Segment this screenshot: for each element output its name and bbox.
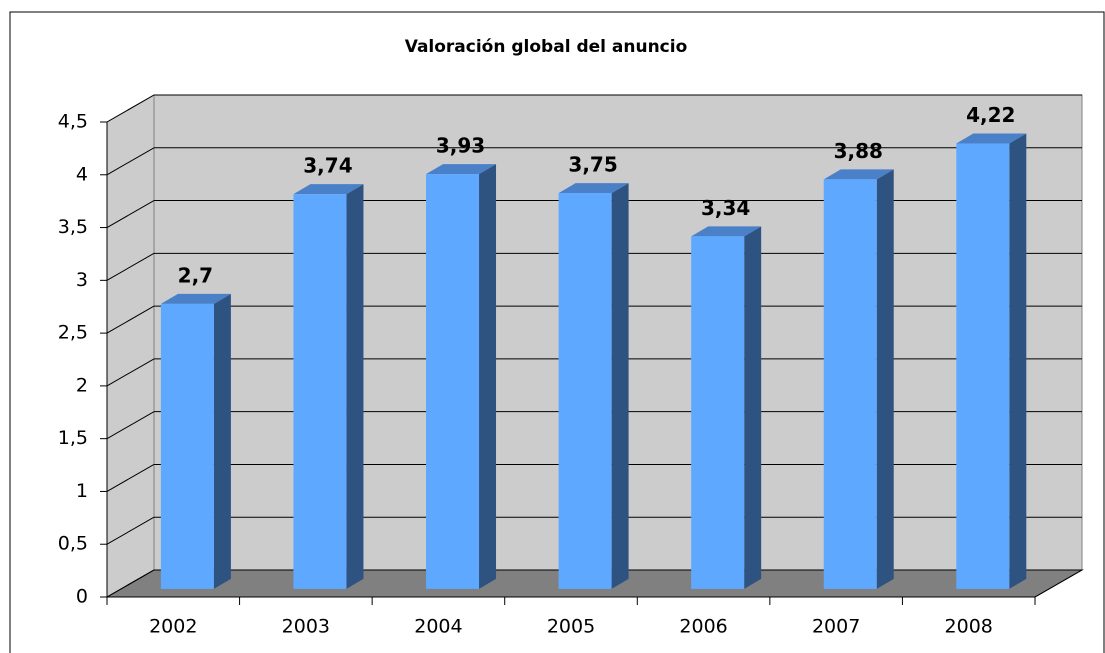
bar xyxy=(426,174,480,589)
bar-side xyxy=(346,184,364,589)
bar-side xyxy=(744,226,762,589)
value-label: 4,22 xyxy=(966,103,1015,127)
grid-line xyxy=(106,358,155,387)
y-tick-label: 0 xyxy=(76,586,88,608)
bar-side xyxy=(876,169,894,589)
bar-side xyxy=(479,164,497,589)
value-label: 3,74 xyxy=(303,154,352,178)
grid-line xyxy=(106,569,155,598)
bar-side xyxy=(1009,133,1027,589)
grid-line xyxy=(106,516,155,545)
grid-line xyxy=(106,252,155,281)
bar xyxy=(160,303,214,589)
bar-top xyxy=(558,183,629,194)
y-tick-label: 3 xyxy=(76,269,88,291)
chart-border xyxy=(9,11,1105,653)
chart-title: Valoración global del anuncio xyxy=(405,37,688,57)
grid-line xyxy=(106,147,155,176)
bar-top xyxy=(691,226,762,237)
y-tick-label: 0,5 xyxy=(58,533,88,555)
y-tick-label: 3,5 xyxy=(58,216,88,238)
value-label: 2,7 xyxy=(178,263,213,287)
grid-line xyxy=(106,200,155,228)
value-label: 3,34 xyxy=(701,196,750,220)
bar-top xyxy=(956,133,1027,144)
y-tick-label: 2,5 xyxy=(58,322,88,344)
bar-top xyxy=(293,184,364,195)
x-tick-label: 2003 xyxy=(282,616,330,638)
value-label: 3,75 xyxy=(568,153,617,177)
grid-line xyxy=(106,94,155,123)
bar-side xyxy=(611,183,629,589)
value-label: 3,88 xyxy=(834,139,883,163)
bar-top xyxy=(426,164,497,175)
y-tick-label: 4 xyxy=(76,163,88,185)
x-tick-label: 2005 xyxy=(547,616,595,638)
bar-top xyxy=(823,169,894,180)
bar xyxy=(558,193,612,589)
x-tick-label: 2006 xyxy=(679,616,727,638)
x-axis-depth xyxy=(1034,569,1083,598)
bar xyxy=(293,194,347,589)
bar xyxy=(691,236,745,589)
x-tick-label: 2002 xyxy=(149,616,197,638)
y-tick-label: 4,5 xyxy=(58,111,88,133)
x-tick-label: 2007 xyxy=(812,616,860,638)
bar xyxy=(823,179,877,589)
x-tick-label: 2008 xyxy=(945,616,993,638)
y-tick-label: 1 xyxy=(76,480,88,502)
grid-line xyxy=(106,464,155,492)
x-tick-label: 2004 xyxy=(414,616,462,638)
value-label: 3,93 xyxy=(436,134,485,158)
grid-line xyxy=(106,411,155,440)
grid-line xyxy=(106,305,155,334)
bar-side xyxy=(213,293,231,589)
bar xyxy=(956,143,1010,589)
bar-top xyxy=(160,293,231,304)
y-tick-label: 2 xyxy=(76,374,88,396)
y-tick-label: 1,5 xyxy=(58,427,88,449)
